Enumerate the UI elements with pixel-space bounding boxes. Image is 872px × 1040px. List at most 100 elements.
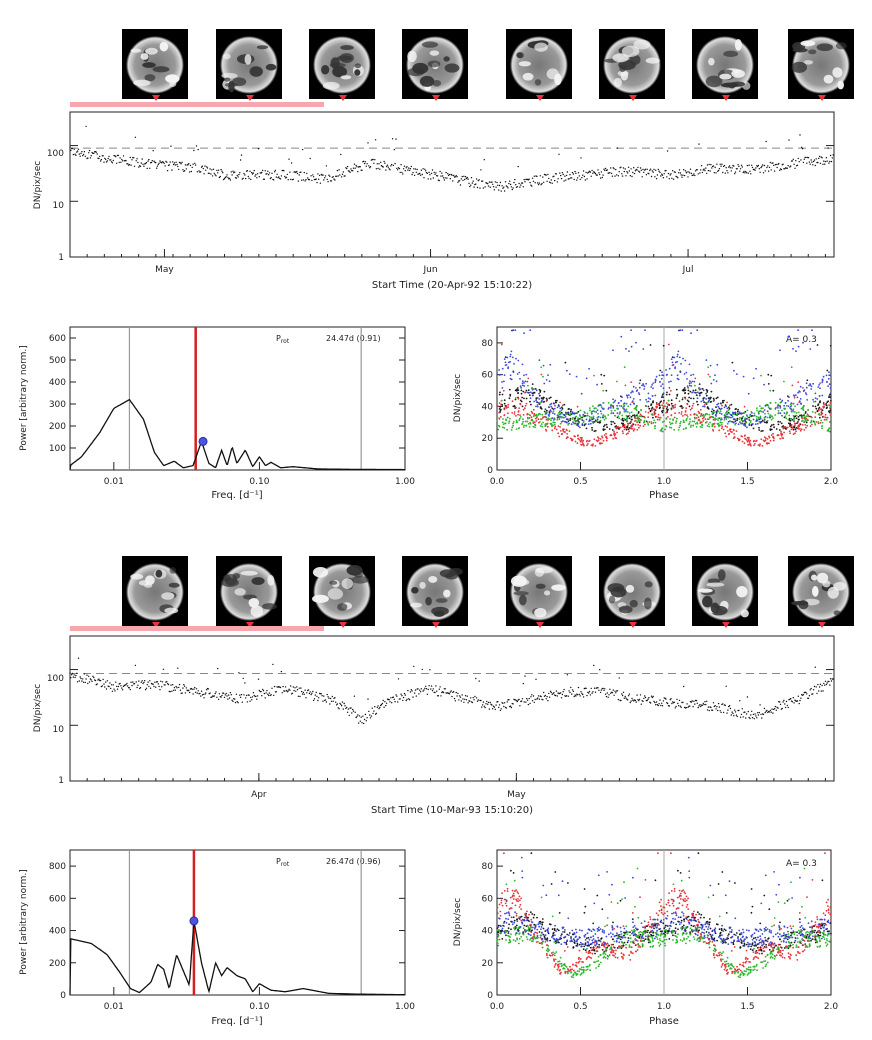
month-label: Jun [423,265,438,275]
data-point [238,672,240,674]
data-point [178,686,180,689]
data-point [598,689,600,691]
data-point [152,683,154,685]
data-point [606,692,608,694]
phase-point [582,948,585,951]
phase-point [743,942,746,945]
phase-point [619,938,622,941]
data-point [652,695,654,698]
data-point [178,683,181,686]
data-point [368,710,370,713]
data-point [104,157,106,160]
data-point [196,692,198,694]
data-point [90,155,92,157]
data-point [117,154,120,157]
data-point [157,683,159,685]
data-point [782,701,784,703]
phase-point [786,938,789,941]
data-point [489,701,491,704]
active-region [837,80,845,90]
data-point [675,705,677,708]
data-point [364,713,367,716]
data-point [279,686,282,689]
data-point [763,707,766,710]
data-point [624,695,626,698]
data-point [449,691,451,693]
phase-point [687,915,690,918]
data-point [388,699,390,701]
month-label: May [155,265,174,275]
active-region [265,63,277,71]
data-point [357,722,360,724]
data-point [228,697,231,699]
data-point [411,690,413,692]
data-point [103,161,105,163]
phase-point [515,924,518,927]
phase-point [512,872,515,874]
active-region [730,81,746,87]
phase-point [668,904,671,907]
data-point [271,687,273,689]
data-point [127,163,129,165]
data-point [225,692,227,695]
y-axis-label: DN/pix/sec [33,684,43,732]
data-point [697,706,699,709]
data-point [785,700,788,703]
data-point [209,692,211,694]
phase-point [571,933,574,936]
data-point [459,696,462,698]
active-region [322,81,340,90]
data-point [105,688,108,690]
phase-point [626,941,629,944]
data-point [469,700,471,702]
data-point [638,698,641,700]
phase-point [690,924,693,927]
data-point [378,708,380,710]
data-point [262,688,264,691]
phase-point [691,929,693,931]
data-point [113,688,115,690]
data-point [566,674,569,676]
solar-xray-image [599,29,665,101]
data-point [96,153,98,155]
data-point [402,699,404,702]
data-point [764,711,766,714]
data-point [301,690,303,693]
data-point [131,684,133,687]
data-point [321,695,323,697]
phase-point [541,918,544,920]
active-region [222,53,231,60]
data-point [334,697,336,699]
data-point [280,670,283,673]
data-point [98,678,100,680]
data-point [647,698,649,700]
phase-point [708,918,711,920]
phase-point [739,947,742,949]
x-tick-label: 0.0 [490,1002,505,1012]
data-point [603,689,605,692]
data-point [487,701,490,704]
data-point [397,678,400,680]
data-point [106,680,109,682]
data-point [499,709,502,712]
data-point [724,704,726,707]
data-point [829,678,832,680]
data-point [582,696,585,698]
phase-point [586,944,589,947]
phase-point [764,939,767,942]
phase-point [596,894,599,897]
data-point [538,698,541,700]
data-point [621,694,624,697]
phase-point [806,933,809,936]
phase-point [585,937,588,940]
data-point [403,692,406,695]
data-point [83,151,86,153]
data-point [306,692,308,694]
data-point [516,700,519,703]
data-point [572,690,575,692]
data-point [476,700,479,702]
periodogram-panel: Power [arbitrary norm.] Freq. [d⁻¹] Prot… [19,849,415,1027]
phase-point [549,923,552,926]
phase-point [627,937,630,939]
data-point [71,147,74,149]
